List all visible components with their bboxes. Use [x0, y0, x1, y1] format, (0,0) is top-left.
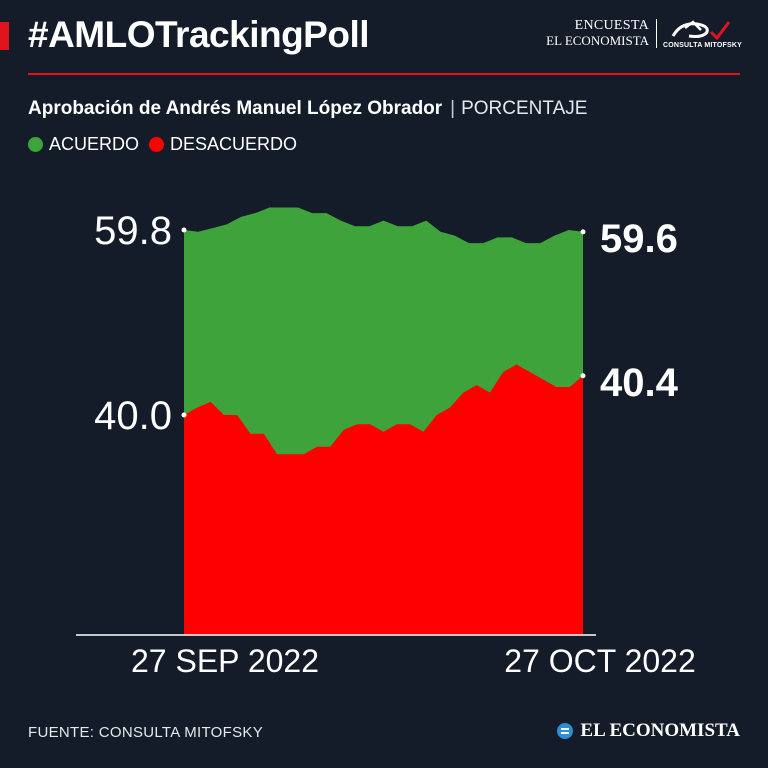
end-value-desacuerdo: 40.4 — [600, 361, 679, 405]
legend-item-acuerdo: ACUERDO — [28, 134, 139, 155]
legend-swatch-acuerdo — [28, 137, 43, 152]
end-value-acuerdo: 59.6 — [600, 217, 678, 261]
series-area-desacuerdo — [184, 364, 583, 635]
marker-end-acuerdo — [580, 229, 586, 235]
brand-wordmark: ENCUESTA EL ECONOMISTA — [546, 18, 658, 49]
footer-brand: EL ECONOMISTA — [556, 720, 740, 742]
header-brand: ENCUESTA EL ECONOMISTA CONSULTA MITOFSKY — [546, 18, 742, 49]
header-accent-bar — [0, 22, 9, 50]
x-tick-label-start: 27 SEP 2022 — [131, 643, 319, 679]
chart-subtitle: Aprobación de Andrés Manuel López Obrado… — [28, 98, 587, 120]
marker-start-acuerdo — [181, 227, 187, 233]
subtitle-unit: PORCENTAJE — [461, 98, 588, 119]
legend-label-desacuerdo: DESACUERDO — [170, 134, 298, 154]
mitofsky-logo-icon — [671, 20, 731, 41]
source-note: FUENTE: CONSULTA MITOFSKY — [28, 724, 264, 741]
marker-start-desacuerdo — [181, 412, 187, 418]
subtitle-separator: | — [450, 98, 456, 119]
legend-swatch-desacuerdo — [149, 137, 165, 152]
el-economista-logo-icon — [557, 723, 574, 739]
start-value-acuerdo: 59.8 — [94, 209, 172, 253]
page-title: #AMLOTrackingPoll — [28, 14, 370, 55]
footer-brand-text: EL ECONOMISTA — [580, 720, 740, 741]
brand-el-economista: EL ECONOMISTA — [546, 33, 650, 49]
x-tick-label-end: 27 OCT 2022 — [504, 643, 696, 679]
consulta-mitofsky-logo: CONSULTA MITOFSKY — [657, 18, 742, 49]
subtitle-main: Aprobación de Andrés Manuel López Obrado… — [28, 98, 443, 119]
marker-end-desacuerdo — [580, 373, 586, 379]
legend-item-desacuerdo: DESACUERDO — [149, 134, 297, 155]
consulta-mitofsky-text: CONSULTA MITOFSKY — [663, 42, 742, 49]
brand-encuesta: ENCUESTA — [574, 18, 650, 34]
legend-label-acuerdo: ACUERDO — [49, 134, 140, 154]
header-divider — [28, 73, 740, 75]
chart-legend: ACUERDO DESACUERDO — [28, 134, 307, 155]
start-value-desacuerdo: 40.0 — [94, 394, 172, 438]
